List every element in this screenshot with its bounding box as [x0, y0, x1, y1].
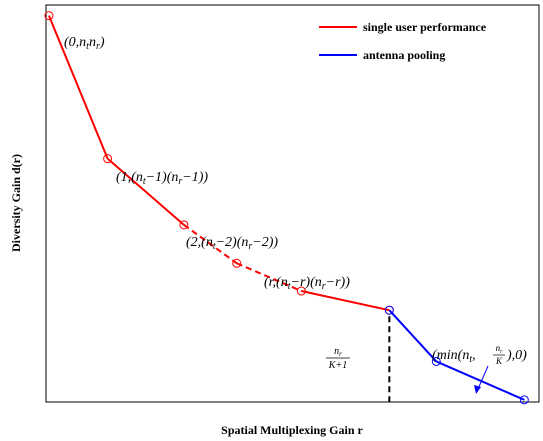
annotation-min-arrow-head [474, 385, 481, 394]
series-1-point-2 [519, 395, 529, 405]
series-0-segment-1 [106, 157, 185, 226]
series-0-segment-4 [301, 290, 390, 312]
annotation-min-arrow-shaft [477, 365, 489, 390]
series-0-point-4 [296, 286, 306, 296]
series-1-point-0 [384, 305, 394, 315]
series-1-point-1 [431, 356, 441, 366]
annotation-min-prefix: (min(nt, [432, 348, 476, 365]
vertical-marker-label-denominator: K+1 [328, 360, 347, 371]
vertical-marker-label-numerator: nr [334, 346, 342, 358]
series-1-segment-1 [435, 360, 525, 401]
series-1-segment-0 [388, 309, 438, 363]
series-0-segment-2 [183, 224, 238, 265]
series-0-point-2 [179, 220, 189, 230]
annotation-point-2: (2,(nt−2)(nr−2)) [186, 235, 278, 252]
series-0-point-0 [44, 11, 54, 21]
annotation-min-frac-numerator: nr [496, 343, 504, 355]
series-layer [44, 11, 529, 405]
annotation-point-1: (1,(nt−1)(nr−1)) [116, 170, 208, 187]
y-axis-label: Diversity Gain d(r) [9, 154, 23, 252]
legend-label-antenna-pooling: antenna pooling [363, 48, 445, 62]
series-0-point-1 [103, 154, 113, 164]
legend: single user performance antenna pooling [319, 20, 487, 62]
annotation-min-suffix: ),0) [506, 348, 527, 363]
legend-label-single-user: single user performance [363, 20, 487, 34]
annotation-min-frac-denominator: K [495, 356, 503, 366]
annotation-point-r: (r,(nt−r)(nr−r)) [264, 275, 350, 292]
annotation-point-0: (0,ntnr) [64, 35, 105, 52]
series-0-point-3 [232, 258, 242, 268]
series-0-segment-3 [236, 262, 302, 292]
plot-frame [45, 4, 540, 403]
series-0-segment-0 [48, 15, 109, 160]
vertical-marker-label: nr K+1 [326, 346, 350, 371]
x-axis-label: Spatial Multiplexing Gain r [221, 423, 363, 437]
annotation-point-min: (min(nt, nr K ),0) [432, 343, 527, 394]
